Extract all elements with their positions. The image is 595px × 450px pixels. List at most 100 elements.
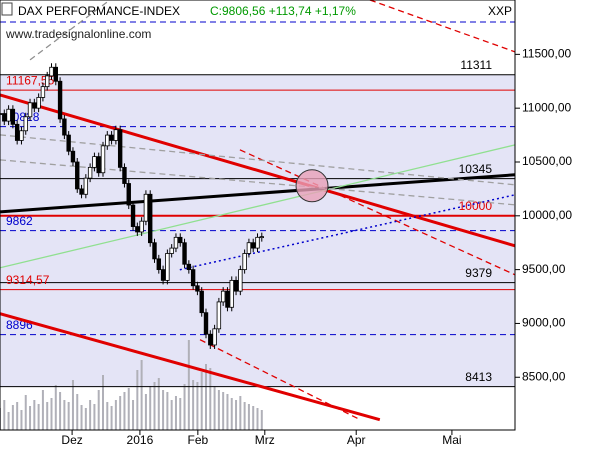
volume-bar — [192, 380, 195, 430]
volume-bar — [106, 402, 109, 430]
candle — [83, 177, 89, 195]
watermark: www.tradesignalonline.com — [5, 27, 151, 41]
candle — [152, 242, 157, 260]
candle — [178, 236, 183, 244]
volume-bar — [239, 396, 242, 430]
trendline — [239, 149, 516, 276]
volume-bar — [89, 400, 92, 430]
trendline — [0, 173, 516, 214]
volume-bar — [162, 390, 165, 430]
volume-bar — [93, 404, 96, 430]
candle — [199, 290, 204, 314]
candle — [186, 263, 192, 271]
volume-bar — [84, 408, 87, 430]
chart-title: DAX PERFORMANCE-INDEX — [18, 4, 180, 18]
highlight-circle — [295, 169, 329, 203]
volume-bar — [132, 400, 135, 430]
candle — [40, 86, 46, 98]
candle — [208, 333, 213, 346]
y-tick-label: 10000,00 — [522, 208, 572, 222]
x-tick-label: Apr — [347, 433, 366, 447]
trendline — [0, 144, 516, 269]
candle — [53, 66, 58, 82]
candle — [49, 66, 54, 77]
level-label: 9862 — [6, 214, 33, 228]
x-tick-label: Feb — [188, 433, 209, 447]
volume-bar — [123, 392, 126, 430]
volume-bar — [166, 392, 169, 430]
candle — [251, 242, 256, 249]
volume-bar — [140, 360, 143, 430]
volume-bar — [136, 370, 139, 430]
candle — [233, 279, 239, 292]
candle — [139, 220, 144, 233]
volume-bar — [179, 398, 182, 430]
candle — [126, 183, 131, 206]
volume-bar — [217, 390, 220, 430]
candle — [122, 166, 127, 184]
trendline — [29, 0, 111, 61]
candle — [169, 247, 174, 254]
volume-bar — [46, 402, 49, 430]
volume-bar — [97, 390, 100, 430]
symbol: XXP — [488, 4, 512, 18]
level-label: 9314,57 — [6, 273, 50, 287]
chart-subtitle: C:9806,56 +113,74 +1,17% — [210, 4, 356, 18]
volume-bar — [63, 400, 66, 430]
y-tick-label: 9500,00 — [522, 262, 566, 276]
trendline — [179, 194, 516, 271]
level-band — [0, 74, 515, 387]
candle — [173, 236, 179, 249]
candle — [130, 204, 136, 227]
trendline — [369, 0, 516, 53]
volume-bar — [209, 368, 212, 430]
candle — [0, 113, 3, 115]
candle — [195, 285, 200, 292]
candle — [14, 123, 20, 141]
candle — [2, 113, 7, 122]
candle — [143, 193, 149, 222]
y-tick-label: 10500,00 — [522, 154, 572, 168]
candle — [238, 269, 243, 292]
volume-bar — [29, 406, 32, 430]
volume-bar — [235, 400, 238, 430]
volume-bar — [153, 382, 156, 430]
candle — [242, 253, 247, 271]
trendline — [0, 159, 516, 206]
volume-bar — [11, 405, 14, 430]
candle — [19, 130, 24, 141]
volume-bar — [226, 394, 229, 430]
volume-bar — [256, 408, 259, 430]
candle — [79, 188, 84, 195]
candle — [259, 236, 264, 239]
candle — [70, 150, 76, 163]
trendline — [0, 93, 516, 248]
candle — [117, 129, 123, 168]
x-tick-label: Mrz — [255, 433, 275, 447]
volume-bar — [7, 412, 10, 430]
candle — [23, 116, 28, 132]
volume-bar — [196, 382, 199, 430]
volume-bar — [187, 340, 190, 430]
trendline — [0, 312, 381, 422]
candle — [32, 102, 37, 109]
candle — [165, 253, 170, 281]
level-label: 10345 — [459, 162, 493, 176]
candle — [160, 269, 166, 281]
y-tick-label: 8500,00 — [522, 369, 566, 383]
volume-bar — [59, 392, 62, 430]
volume-bar — [247, 404, 250, 430]
volume-bar — [200, 372, 203, 430]
volume-bar — [76, 394, 79, 430]
volume-bar — [50, 398, 53, 430]
volume-bar — [20, 410, 23, 430]
x-tick-label: 2016 — [127, 433, 154, 447]
candle — [87, 166, 93, 179]
level-label: 9379 — [465, 266, 492, 280]
volume-bar — [170, 400, 173, 430]
candle — [246, 242, 252, 254]
candle — [148, 193, 153, 244]
volume-bar — [157, 378, 160, 430]
candle — [220, 290, 226, 303]
